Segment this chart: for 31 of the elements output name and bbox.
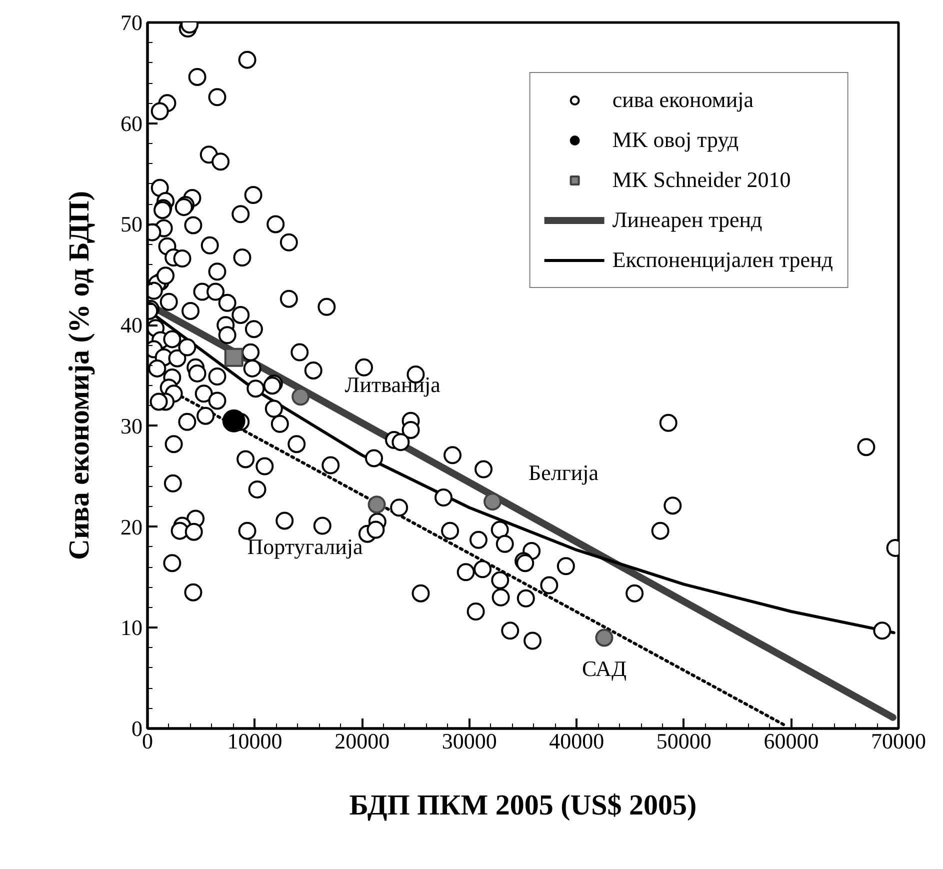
annotation: Литванија xyxy=(344,372,441,398)
legend-label: Линеарен тренд xyxy=(612,207,762,233)
x-tick-label: 60000 xyxy=(764,728,819,754)
point xyxy=(368,496,386,514)
legend-label: MK овој труд xyxy=(612,127,739,153)
point xyxy=(224,348,244,367)
y-tick-label: 60 xyxy=(120,110,142,136)
annotation: САД xyxy=(582,656,626,682)
x-tick-label: 40000 xyxy=(549,728,604,754)
x-tick-label: 30000 xyxy=(442,728,497,754)
y-tick-label: 40 xyxy=(120,312,142,338)
annotation: Белгија xyxy=(528,460,599,486)
point xyxy=(292,388,310,406)
y-tick-label: 50 xyxy=(120,212,142,237)
x-tick-label: 20000 xyxy=(334,728,390,754)
annotation: Португалија xyxy=(247,534,364,560)
point xyxy=(222,409,246,432)
x-tick-label: 70000 xyxy=(871,728,926,754)
y-tick-label: 20 xyxy=(120,514,142,540)
y-tick-label: 30 xyxy=(120,413,142,438)
point xyxy=(595,628,614,647)
x-axis-title: БДП ПКМ 2005 (US$ 2005) xyxy=(349,790,697,822)
y-tick-label: 10 xyxy=(120,615,142,640)
y-axis-title: Сива економија (% од БДП) xyxy=(64,190,96,560)
legend-label: сива економија xyxy=(612,87,754,113)
x-tick-label: 50000 xyxy=(656,728,712,754)
legend-label: MK Schneider 2010 xyxy=(612,167,791,193)
legend-label: Експоненцијален тренд xyxy=(612,247,833,273)
x-tick-label: 10000 xyxy=(227,728,282,754)
point xyxy=(484,492,502,511)
y-tick-label: 70 xyxy=(120,10,142,35)
